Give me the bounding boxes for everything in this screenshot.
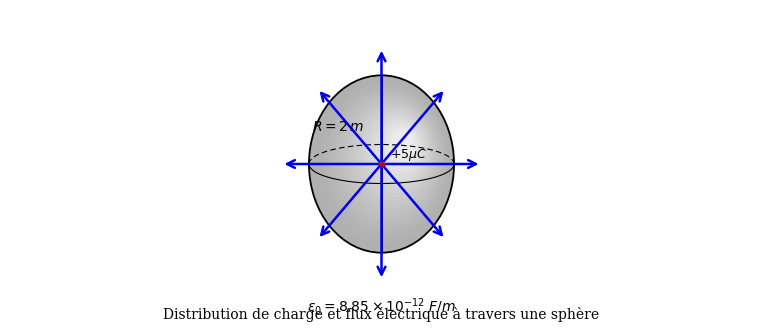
- Ellipse shape: [343, 98, 437, 214]
- Ellipse shape: [340, 96, 439, 217]
- Ellipse shape: [375, 120, 423, 177]
- Text: $\epsilon_0 = 8.85 \times 10^{-12}\ F/m$: $\epsilon_0 = 8.85 \times 10^{-12}\ F/m$: [307, 296, 456, 317]
- Ellipse shape: [329, 89, 444, 230]
- Ellipse shape: [309, 75, 454, 253]
- Ellipse shape: [327, 87, 446, 233]
- Ellipse shape: [361, 110, 430, 194]
- Ellipse shape: [314, 79, 451, 246]
- Text: $R = 2\,m$: $R = 2\,m$: [312, 120, 364, 134]
- Ellipse shape: [381, 123, 420, 171]
- Ellipse shape: [346, 100, 436, 210]
- Ellipse shape: [387, 127, 417, 164]
- Ellipse shape: [392, 131, 414, 158]
- Ellipse shape: [309, 75, 454, 253]
- Ellipse shape: [366, 114, 427, 187]
- Ellipse shape: [358, 108, 430, 197]
- Ellipse shape: [352, 104, 433, 204]
- Ellipse shape: [364, 112, 428, 191]
- Ellipse shape: [378, 122, 421, 174]
- Ellipse shape: [320, 83, 449, 239]
- Ellipse shape: [317, 81, 450, 243]
- Ellipse shape: [324, 85, 447, 236]
- Ellipse shape: [312, 77, 452, 249]
- Ellipse shape: [335, 93, 442, 223]
- Ellipse shape: [332, 91, 443, 227]
- Ellipse shape: [338, 94, 440, 220]
- Ellipse shape: [384, 125, 418, 168]
- Ellipse shape: [372, 118, 423, 181]
- Ellipse shape: [369, 116, 425, 184]
- Ellipse shape: [349, 102, 435, 207]
- Ellipse shape: [355, 106, 432, 200]
- Ellipse shape: [389, 129, 416, 161]
- Text: Distribution de charge et flux électrique à travers une sphère: Distribution de charge et flux électriqu…: [163, 307, 600, 322]
- Text: $+5\mu C$: $+5\mu C$: [390, 147, 427, 163]
